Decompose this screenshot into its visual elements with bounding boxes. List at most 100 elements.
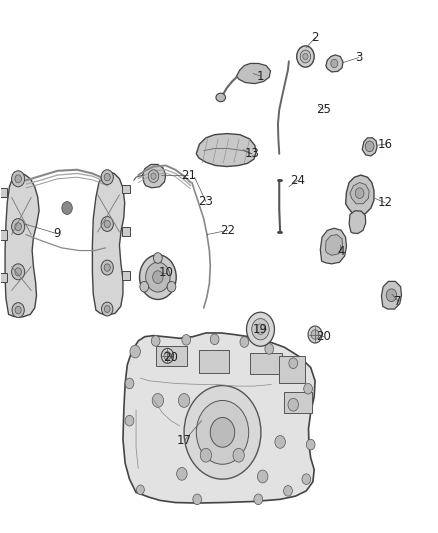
Text: 19: 19 xyxy=(253,322,268,336)
Circle shape xyxy=(140,255,176,300)
Polygon shape xyxy=(325,235,343,255)
Polygon shape xyxy=(350,182,369,204)
Circle shape xyxy=(297,46,314,67)
Circle shape xyxy=(130,345,141,358)
Bar xyxy=(285,392,311,413)
Circle shape xyxy=(258,470,268,483)
Circle shape xyxy=(247,312,275,346)
Text: 1: 1 xyxy=(257,70,264,83)
Circle shape xyxy=(137,485,145,495)
Circle shape xyxy=(303,53,308,60)
Text: 23: 23 xyxy=(198,195,213,208)
Bar xyxy=(0,230,7,240)
Polygon shape xyxy=(381,281,402,309)
Circle shape xyxy=(331,59,338,68)
Text: 21: 21 xyxy=(181,168,196,182)
Text: 20: 20 xyxy=(316,330,331,343)
Circle shape xyxy=(12,171,25,187)
Polygon shape xyxy=(123,333,315,503)
Circle shape xyxy=(210,334,219,345)
Circle shape xyxy=(254,494,263,505)
Circle shape xyxy=(306,439,315,450)
Circle shape xyxy=(365,141,374,152)
Text: 25: 25 xyxy=(316,103,331,116)
Circle shape xyxy=(102,302,113,316)
Circle shape xyxy=(153,253,162,263)
Circle shape xyxy=(148,169,159,182)
Bar xyxy=(0,188,7,197)
Polygon shape xyxy=(362,138,377,156)
Circle shape xyxy=(240,337,249,348)
Circle shape xyxy=(289,358,297,368)
Circle shape xyxy=(101,169,113,184)
Circle shape xyxy=(178,393,190,407)
Polygon shape xyxy=(196,134,256,166)
Text: 12: 12 xyxy=(378,196,392,209)
Bar xyxy=(122,184,130,193)
Circle shape xyxy=(152,393,163,407)
Circle shape xyxy=(288,398,298,411)
Text: 20: 20 xyxy=(163,351,178,365)
Circle shape xyxy=(256,324,265,335)
Circle shape xyxy=(210,417,235,447)
Text: 4: 4 xyxy=(338,245,345,258)
Circle shape xyxy=(302,474,311,484)
Text: 22: 22 xyxy=(220,224,235,237)
Circle shape xyxy=(152,271,163,284)
Circle shape xyxy=(125,378,134,389)
Circle shape xyxy=(308,326,322,343)
Circle shape xyxy=(15,306,21,314)
Text: 10: 10 xyxy=(159,266,174,279)
Circle shape xyxy=(167,281,176,292)
Bar xyxy=(199,351,229,373)
Polygon shape xyxy=(326,55,343,72)
Circle shape xyxy=(284,486,292,496)
Circle shape xyxy=(12,303,24,318)
Ellipse shape xyxy=(216,93,226,102)
Polygon shape xyxy=(5,173,39,317)
Circle shape xyxy=(200,448,212,462)
Circle shape xyxy=(164,352,171,360)
Circle shape xyxy=(177,467,187,480)
Text: 17: 17 xyxy=(177,434,191,447)
Circle shape xyxy=(104,305,110,312)
Text: 2: 2 xyxy=(311,31,319,44)
Circle shape xyxy=(233,448,244,462)
Circle shape xyxy=(151,173,156,179)
Circle shape xyxy=(196,400,249,464)
Circle shape xyxy=(386,289,397,302)
Circle shape xyxy=(252,319,269,340)
Circle shape xyxy=(12,264,25,280)
Circle shape xyxy=(62,201,72,214)
Polygon shape xyxy=(320,228,346,264)
Circle shape xyxy=(182,335,191,345)
Polygon shape xyxy=(349,211,366,233)
Polygon shape xyxy=(237,63,271,84)
Text: 7: 7 xyxy=(394,295,402,308)
Circle shape xyxy=(15,223,21,231)
Circle shape xyxy=(304,383,312,394)
Bar xyxy=(155,346,187,367)
Bar xyxy=(279,356,305,383)
Text: 16: 16 xyxy=(378,138,392,151)
Bar xyxy=(122,227,130,236)
Polygon shape xyxy=(143,165,166,188)
Polygon shape xyxy=(92,172,125,316)
Polygon shape xyxy=(346,175,374,215)
Circle shape xyxy=(104,220,110,228)
Circle shape xyxy=(275,435,286,448)
Circle shape xyxy=(193,494,201,505)
Circle shape xyxy=(12,219,25,235)
Circle shape xyxy=(265,344,274,354)
Circle shape xyxy=(101,216,113,231)
Text: 24: 24 xyxy=(290,174,305,187)
Text: 9: 9 xyxy=(53,227,60,240)
Circle shape xyxy=(101,260,113,275)
Circle shape xyxy=(146,262,170,292)
Circle shape xyxy=(355,188,364,198)
Circle shape xyxy=(15,268,21,276)
Circle shape xyxy=(140,281,148,292)
Circle shape xyxy=(300,50,311,63)
Circle shape xyxy=(161,349,173,364)
Circle shape xyxy=(104,173,110,181)
